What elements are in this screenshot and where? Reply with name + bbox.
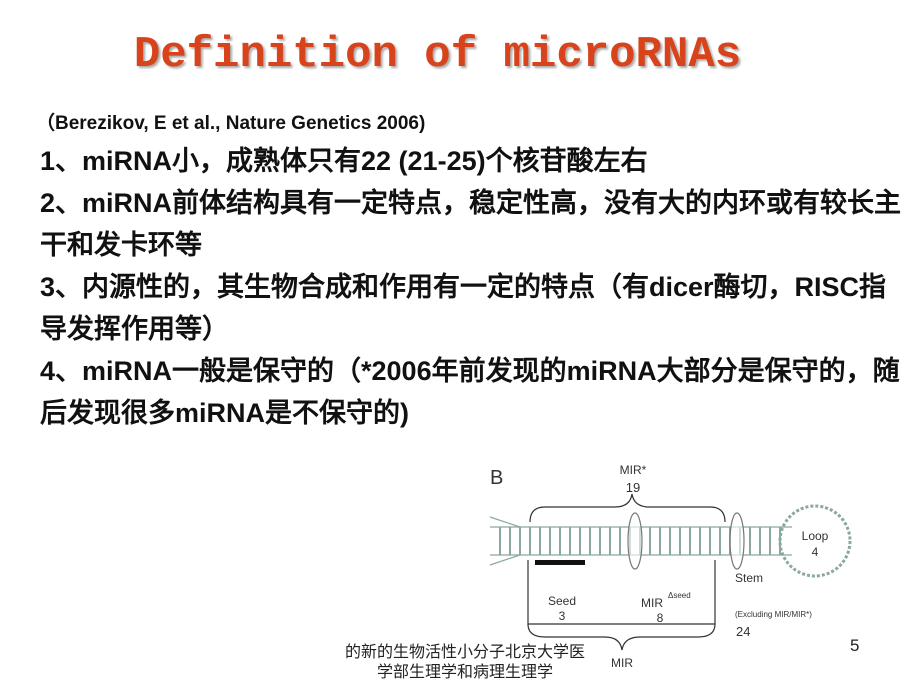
label: 3 xyxy=(559,609,566,623)
label: 19 xyxy=(626,480,640,495)
item: 3、内源性的，其生物合成和作用有一定的特点（有dicer酶切，RISC指导发挥作… xyxy=(40,272,887,344)
label: Δseed xyxy=(668,591,691,600)
footer-text: 学部生理学和病理生理学 xyxy=(376,664,553,681)
citation: （Berezikov, E et al., Nature Genetics 20… xyxy=(36,113,426,134)
label: MIR xyxy=(641,596,663,610)
item-list: 1、miRNA小，成熟体只有22 (21-25)个核苷酸左右 2、miRNA前体… xyxy=(40,140,902,434)
title: Definition of microRNAs xyxy=(133,30,742,80)
label: MIR* xyxy=(620,463,647,477)
item: 1、miRNA小，成熟体只有22 (21-25)个核苷酸左右 xyxy=(40,146,648,176)
label: 8 xyxy=(657,611,664,625)
label: 24 xyxy=(736,624,750,639)
page-number: 5 xyxy=(850,636,860,655)
label: MIR xyxy=(611,656,633,670)
seed-bar xyxy=(535,560,585,565)
hairpin-shape xyxy=(489,493,852,651)
panel-label: B xyxy=(490,467,503,489)
item: 4、miRNA一般是保守的（*2006年前发现的miRNA大部分是保守的，随后发… xyxy=(40,356,900,428)
label: Stem xyxy=(735,571,763,585)
hairpin-diagram: B MIR* 19 Loop 4 Seed 3 MIR Δseed 8 Stem… xyxy=(489,463,852,670)
label: 4 xyxy=(812,545,819,559)
footer-text: 的新的生物活性小分子北京大学医 xyxy=(344,644,585,661)
item: 2、miRNA前体结构具有一定特点，稳定性高，没有大的内环或有较长主干和发卡环等 xyxy=(40,188,902,260)
label: Loop xyxy=(802,529,829,543)
label: Seed xyxy=(548,594,576,608)
label: (Excluding MIR/MIR*) xyxy=(735,610,812,619)
